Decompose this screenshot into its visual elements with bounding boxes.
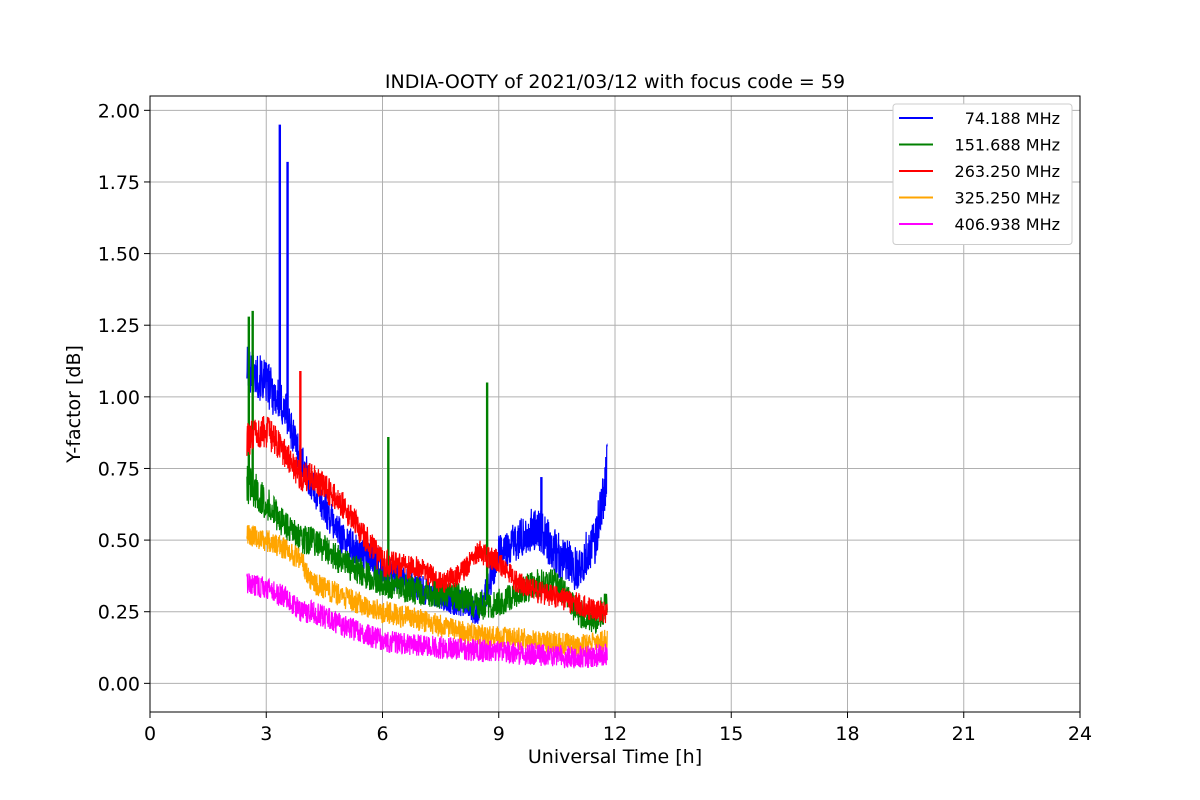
legend-box: [892, 103, 1073, 245]
y-tick-label: 1.00: [98, 387, 140, 409]
series-line: [246, 416, 608, 624]
x-tick-label: 24: [1068, 723, 1092, 745]
x-tick-label: 3: [260, 723, 272, 745]
y-tick-label: 1.25: [98, 315, 140, 337]
legend-entry: 325.250 MHz: [955, 189, 1060, 208]
x-tick-label: 6: [376, 723, 388, 745]
series-line: [246, 525, 608, 659]
y-tick-label: 0.25: [98, 602, 140, 624]
y-tick-label: 1.50: [98, 244, 140, 266]
legend-entry: 263.250 MHz: [955, 162, 1060, 181]
x-tick-label: 9: [493, 723, 505, 745]
legend-entry: 406.938 MHz: [955, 215, 1060, 234]
y-tick-label: 0.00: [98, 673, 140, 695]
ticks: 0 3 6 9 12 15 18 21 24 0.00 0.25 0.50 0.75 1.00 1.25 1.…: [98, 100, 1092, 745]
x-tick-label: 18: [835, 723, 859, 745]
x-tick-label: 15: [719, 723, 743, 745]
chart-title: INDIA-OOTY of 2021/03/12 with focus code…: [385, 71, 845, 93]
series-line: [246, 573, 608, 669]
y-tick-label: 2.00: [98, 100, 140, 122]
legend-entry: 74.188 MHz: [965, 109, 1060, 128]
x-tick-label: 21: [952, 723, 976, 745]
series-line: [246, 465, 608, 634]
legend: 74.188 MHz 151.688 MHz 263.250 MHz 325.250 …: [892, 103, 1073, 245]
legend-entry: 151.688 MHz: [955, 136, 1060, 155]
x-tick-label: 0: [144, 723, 156, 745]
x-axis-label: Universal Time [h]: [528, 746, 702, 768]
y-axis-label: Y-factor [dB]: [63, 345, 85, 464]
y-tick-label: 0.75: [98, 458, 140, 480]
y-tick-label: 1.75: [98, 172, 140, 194]
y-tick-label: 0.50: [98, 530, 140, 552]
series-layer: [246, 124, 608, 669]
x-tick-label: 12: [603, 723, 627, 745]
